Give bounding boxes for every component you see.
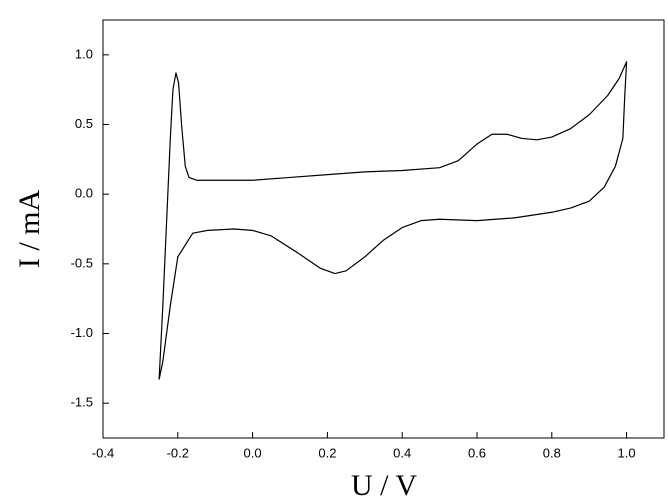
x-tick-label: 1.0 <box>618 445 636 460</box>
x-axis-label: U / V <box>351 469 417 502</box>
x-tick-label: -0.4 <box>92 445 114 460</box>
x-tick-label: 0.6 <box>468 445 486 460</box>
x-tick-label: 0.8 <box>543 445 561 460</box>
x-tick-label: 0.0 <box>244 445 262 460</box>
y-tick-label: -1.5 <box>71 395 93 410</box>
y-tick-label: -1.0 <box>71 325 93 340</box>
x-tick-label: 0.4 <box>393 445 411 460</box>
plot-frame <box>102 19 665 439</box>
y-tick-label: 0.0 <box>75 186 93 201</box>
y-tick-label: 0.5 <box>75 116 93 131</box>
curve <box>158 61 628 380</box>
y-tick-label: 1.0 <box>75 46 93 61</box>
x-tick-label: 0.2 <box>318 445 336 460</box>
x-tick-label: -0.2 <box>167 445 189 460</box>
y-tick-label: -0.5 <box>71 255 93 270</box>
y-axis-label: I / mA <box>13 190 46 269</box>
